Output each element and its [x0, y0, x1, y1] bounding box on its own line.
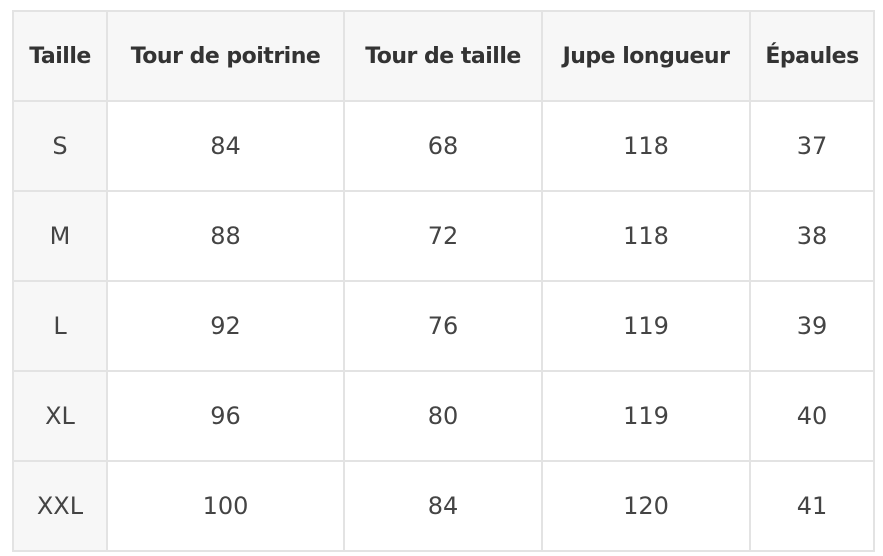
table-body: S 84 68 118 37 M 88 72 118 38 L 92 76 119 39 XL 96 80 119 4…: [12, 100, 875, 552]
value-cell: 38: [749, 190, 875, 282]
table-header: Taille Tour de poitrine Tour de taille Jupe…: [12, 10, 875, 102]
value-cell: 118: [541, 100, 751, 192]
table-row: XL 96 80 119 40: [12, 370, 875, 462]
value-cell: 100: [106, 460, 345, 552]
value-cell: 40: [749, 370, 875, 462]
size-cell: M: [12, 190, 108, 282]
value-cell: 84: [106, 100, 345, 192]
value-cell: 119: [541, 280, 751, 372]
table-row: L 92 76 119 39: [12, 280, 875, 372]
size-cell: XXL: [12, 460, 108, 552]
value-cell: 39: [749, 280, 875, 372]
value-cell: 120: [541, 460, 751, 552]
table-row: S 84 68 118 37: [12, 100, 875, 192]
header-cell: Tour de poitrine: [106, 10, 345, 102]
value-cell: 80: [343, 370, 543, 462]
value-cell: 68: [343, 100, 543, 192]
size-table: Taille Tour de poitrine Tour de taille Jupe…: [12, 10, 875, 552]
value-cell: 76: [343, 280, 543, 372]
header-cell: Tour de taille: [343, 10, 543, 102]
size-cell: L: [12, 280, 108, 372]
value-cell: 118: [541, 190, 751, 282]
value-cell: 84: [343, 460, 543, 552]
header-row: Taille Tour de poitrine Tour de taille Jupe…: [12, 10, 875, 102]
value-cell: 41: [749, 460, 875, 552]
header-cell: Jupe longueur: [541, 10, 751, 102]
value-cell: 88: [106, 190, 345, 282]
size-cell: S: [12, 100, 108, 192]
value-cell: 96: [106, 370, 345, 462]
header-cell: Épaules: [749, 10, 875, 102]
table-row: M 88 72 118 38: [12, 190, 875, 282]
value-cell: 37: [749, 100, 875, 192]
size-cell: XL: [12, 370, 108, 462]
value-cell: 72: [343, 190, 543, 282]
table-row: XXL 100 84 120 41: [12, 460, 875, 552]
header-cell: Taille: [12, 10, 108, 102]
value-cell: 119: [541, 370, 751, 462]
value-cell: 92: [106, 280, 345, 372]
